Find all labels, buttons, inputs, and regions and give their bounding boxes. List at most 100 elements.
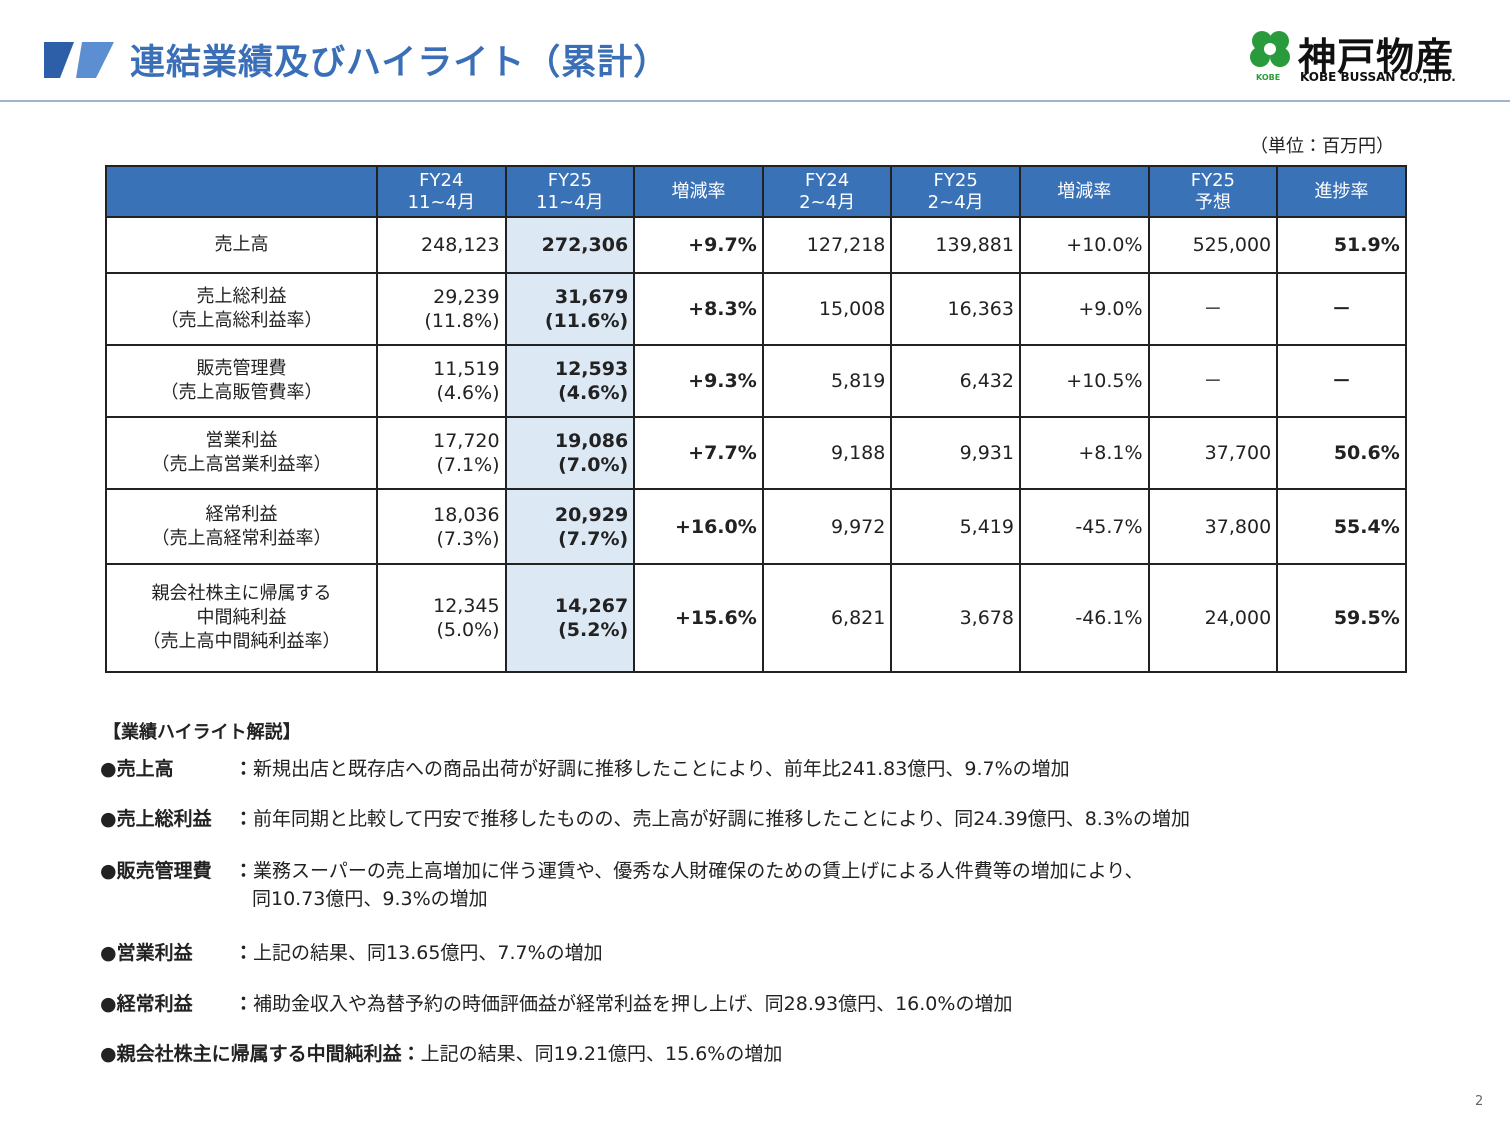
- data-cell: 139,881: [890, 216, 1021, 274]
- data-cell: －: [1147, 272, 1279, 346]
- highlight-text: 補助金収入や為替予約の時価評価益が経常利益を押し上げ、同28.93億円、16.0…: [253, 993, 1013, 1015]
- data-cell: 37,700: [1147, 416, 1279, 490]
- highlights-title: 【業績ハイライト解説】: [103, 722, 301, 743]
- data-cell: +16.0%: [633, 488, 764, 565]
- data-cell: +8.1%: [1018, 416, 1150, 490]
- data-cell: 9,972: [761, 488, 893, 565]
- table-row: 営業利益 （売上高営業利益率） 17,720 (7.1%) 19,086 (7.0%) +7…: [105, 416, 1407, 490]
- cell-line: 37,700: [1204, 442, 1272, 464]
- data-cell: 5,419: [890, 488, 1021, 565]
- data-cell: 3,678: [890, 563, 1021, 673]
- cell-line: 18,036: [433, 503, 500, 526]
- cell-line: 15,008: [818, 298, 886, 320]
- highlight-text: 新規出店と既存店への商品出荷が好調に推移したことにより、前年比241.83億円、…: [253, 758, 1070, 780]
- cell-line: +9.7%: [688, 234, 757, 256]
- cell-line: FY24: [804, 169, 850, 191]
- data-cell: 50.6%: [1276, 416, 1407, 490]
- data-cell: 59.5%: [1276, 563, 1407, 673]
- column-header: 増減率: [633, 165, 764, 218]
- cell-line: FY25: [933, 169, 978, 191]
- cell-line: +16.0%: [674, 515, 757, 538]
- cell-line: +7.7%: [688, 442, 757, 464]
- highlight-line: ●売上高 ：新規出店と既存店への商品出荷が好調に推移したことにより、前年比241.…: [100, 755, 1070, 783]
- data-cell: 14,267 (5.2%): [504, 563, 636, 673]
- cell-line: （売上高総利益率）: [160, 310, 323, 331]
- data-cell: 6,821: [761, 563, 893, 673]
- cell-line: 進捗率: [1314, 180, 1369, 202]
- row-label: 親会社株主に帰属する 中間純利益 （売上高中間純利益率）: [105, 563, 378, 673]
- data-cell: +7.7%: [633, 416, 764, 490]
- highlight-label: ●販売管理費: [100, 860, 212, 882]
- cell-line: 11~4月: [536, 191, 604, 213]
- cell-line: FY25: [1190, 169, 1235, 191]
- highlight-colon: ：: [234, 808, 254, 830]
- row-label: 販売管理費 （売上高販管費率）: [105, 344, 378, 418]
- logo-name: 神戸物産: [1298, 35, 1455, 79]
- cell-line: (7.1%): [436, 454, 500, 476]
- highlight-line: ●売上総利益 ：前年同期と比較して円安で推移したものの、売上高が好調に推移したこと…: [100, 805, 1190, 833]
- cell-line: 248,123: [421, 234, 500, 256]
- highlight-label: ●親会社株主に帰属する中間純利益: [100, 1043, 402, 1065]
- cell-line: 127,218: [806, 234, 886, 256]
- header-row: FY24 11~4月 FY25 11~4月 増減率 FY24 2~4月 FY25 2~4月 増減率…: [105, 165, 1407, 218]
- cell-line: (11.6%): [544, 310, 629, 332]
- data-cell: －: [1147, 344, 1279, 418]
- table-row: 経常利益 （売上高経常利益率） 18,036 (7.3%) 20,929 (7.7%) +1…: [105, 488, 1407, 565]
- cell-line: －: [1203, 370, 1223, 392]
- cell-line: 経常利益: [205, 503, 278, 525]
- data-cell: 9,188: [761, 416, 893, 490]
- cell-line: 55.4%: [1333, 515, 1400, 538]
- cell-line: 29,239: [433, 286, 500, 308]
- cell-line: 増減率: [1057, 180, 1112, 202]
- row-label: 売上高: [105, 216, 378, 274]
- data-cell: 20,929 (7.7%): [504, 488, 636, 565]
- table-row: 売上高 248,123 272,306 +9.7% 127,218 139,881 +10.…: [105, 216, 1407, 274]
- cell-line: +10.0%: [1066, 234, 1143, 256]
- data-cell: 248,123: [376, 216, 507, 274]
- data-cell: 272,306: [504, 216, 636, 274]
- unit: （単位：百万円）: [1250, 136, 1394, 157]
- highlight-text: 同10.73億円、9.3%の増加: [252, 888, 488, 910]
- cell-line: 16,363: [947, 298, 1014, 320]
- data-cell: 19,086 (7.0%): [504, 416, 636, 490]
- cell-line: 9,188: [830, 442, 886, 464]
- data-cell: 31,679 (11.6%): [504, 272, 636, 346]
- highlight-label: ●営業利益: [100, 942, 193, 964]
- cell-line: 2~4月: [799, 191, 856, 213]
- data-cell: +9.0%: [1018, 272, 1150, 346]
- cell-line: (4.6%): [558, 382, 629, 404]
- column-header: FY25 11~4月: [504, 165, 636, 218]
- data-cell: 5,819: [761, 344, 893, 418]
- title-marks: [44, 42, 114, 78]
- cell-line: FY25: [547, 169, 593, 191]
- highlight-colon: ：: [234, 993, 254, 1015]
- data-cell: +10.0%: [1018, 216, 1150, 274]
- highlight-colon: ：: [234, 942, 254, 964]
- cell-line: －: [1331, 370, 1351, 392]
- column-header: FY25 予想: [1147, 165, 1279, 218]
- header-rule: [0, 100, 1510, 102]
- data-cell: 24,000: [1147, 563, 1279, 673]
- data-cell: －: [1276, 344, 1407, 418]
- highlight-label: ●売上高: [100, 758, 174, 780]
- column-header: 増減率: [1018, 165, 1150, 218]
- highlight-colon: ：: [234, 860, 254, 882]
- highlight-label: ●売上総利益: [100, 808, 212, 830]
- data-cell: 37,800: [1147, 488, 1279, 565]
- cell-line: +8.3%: [688, 298, 757, 320]
- data-cell: +15.6%: [633, 563, 764, 673]
- cell-line: 12,593: [554, 358, 629, 380]
- column-header: FY24 2~4月: [761, 165, 893, 218]
- cell-line: +9.0%: [1078, 298, 1143, 320]
- cell-line: （売上高販管費率）: [160, 382, 323, 403]
- cell-line: （売上高経常利益率）: [151, 527, 332, 549]
- data-cell: 18,036 (7.3%): [376, 488, 507, 565]
- column-header: FY24 11~4月: [376, 165, 507, 218]
- cell-line: 5,419: [959, 515, 1014, 538]
- highlight-line: ●営業利益 ：上記の結果、同13.65億円、7.7%の増加: [100, 939, 603, 967]
- highlight-item: ●売上高 ：新規出店と既存店への商品出荷が好調に推移したことにより、前年比241.…: [100, 755, 1070, 783]
- highlight-text: 上記の結果、同19.21億円、15.6%の増加: [420, 1043, 783, 1065]
- data-cell: 11,519 (4.6%): [376, 344, 507, 418]
- cell-line: 2~4月: [927, 191, 984, 213]
